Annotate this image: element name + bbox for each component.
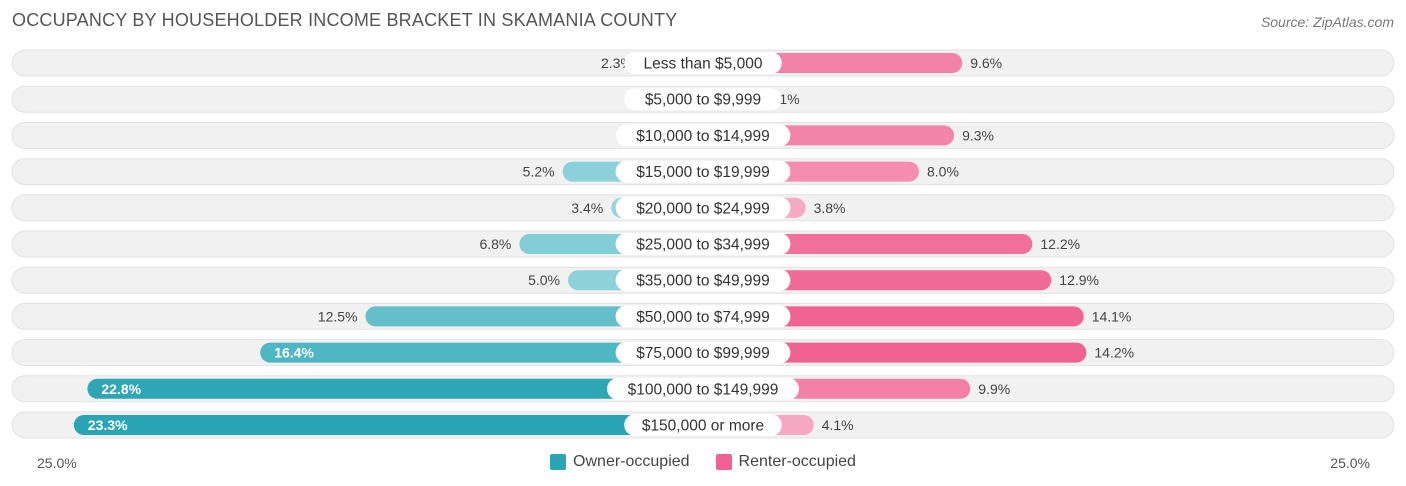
legend-item-renter[interactable]: Renter-occupied	[715, 453, 856, 471]
renter-value-label: 9.3%	[962, 127, 994, 143]
category-label: $5,000 to $9,999	[645, 92, 761, 109]
renter-value-label: 8.0%	[927, 164, 959, 180]
category-label: $35,000 to $49,999	[636, 273, 770, 290]
category-label: $50,000 to $74,999	[636, 309, 770, 326]
category-pill	[615, 124, 791, 147]
renter-value-label: 9.6%	[970, 55, 1002, 71]
legend-swatch-owner	[550, 454, 567, 470]
renter-value-label: 14.1%	[1092, 308, 1132, 324]
category-label: Less than $5,000	[644, 56, 763, 73]
owner-value-label: 3.4%	[571, 200, 603, 216]
renter-value-label: 9.9%	[978, 381, 1010, 397]
renter-value-label: 12.9%	[1059, 272, 1099, 288]
owner-value-label: 22.8%	[101, 381, 141, 397]
renter-value-label: 12.2%	[1040, 236, 1080, 252]
category-label: $150,000 or more	[642, 418, 764, 435]
chart-source: Source: ZipAtlas.com	[1260, 14, 1394, 30]
axis-right-label: 25.0%	[1330, 455, 1370, 471]
category-label: $20,000 to $24,999	[636, 200, 770, 217]
legend-label-renter: Renter-occupied	[738, 453, 856, 470]
category-pill	[615, 233, 791, 255]
category-label: $100,000 to $149,999	[628, 381, 779, 398]
owner-value-label: 2.3%	[601, 55, 633, 71]
owner-value-label: 16.4%	[274, 345, 314, 361]
category-pill	[607, 377, 799, 400]
renter-value-label: 3.8%	[814, 200, 846, 216]
owner-value-label: 6.8%	[479, 236, 511, 252]
category-pill	[624, 52, 782, 74]
category-label: $25,000 to $34,999	[636, 237, 770, 254]
category-pill	[615, 196, 791, 219]
chart-title: OCCUPANCY BY HOUSEHOLDER INCOME BRACKET …	[12, 10, 678, 30]
category-pill	[615, 341, 791, 364]
owner-bar	[87, 378, 703, 399]
renter-value-label: 14.2%	[1094, 345, 1134, 361]
owner-value-label: 5.0%	[528, 272, 560, 288]
owner-value-label: 12.5%	[318, 308, 358, 324]
owner-value-label: 5.2%	[523, 164, 555, 180]
legend-swatch-renter	[715, 454, 732, 470]
renter-value-label: 4.1%	[822, 417, 854, 433]
category-label: $75,000 to $99,999	[636, 345, 770, 362]
axis-left-label: 25.0%	[37, 455, 77, 471]
category-pill	[615, 269, 791, 292]
legend-item-owner[interactable]: Owner-occupied	[550, 453, 690, 471]
category-pill	[615, 305, 791, 328]
renter-bar	[703, 342, 1087, 363]
owner-bar	[73, 415, 703, 435]
renter-bar	[703, 306, 1084, 327]
legend-label-owner: Owner-occupied	[573, 453, 690, 470]
legend: Owner-occupied Renter-occupied	[0, 453, 1406, 471]
owner-value-label: 23.3%	[88, 417, 128, 433]
renter-bar	[703, 270, 1052, 291]
category-pill	[624, 414, 782, 436]
category-pill	[615, 160, 791, 183]
owner-bar	[260, 342, 703, 363]
category-label: $10,000 to $14,999	[636, 128, 770, 145]
category-label: $15,000 to $19,999	[636, 164, 770, 181]
category-pill	[624, 88, 782, 111]
